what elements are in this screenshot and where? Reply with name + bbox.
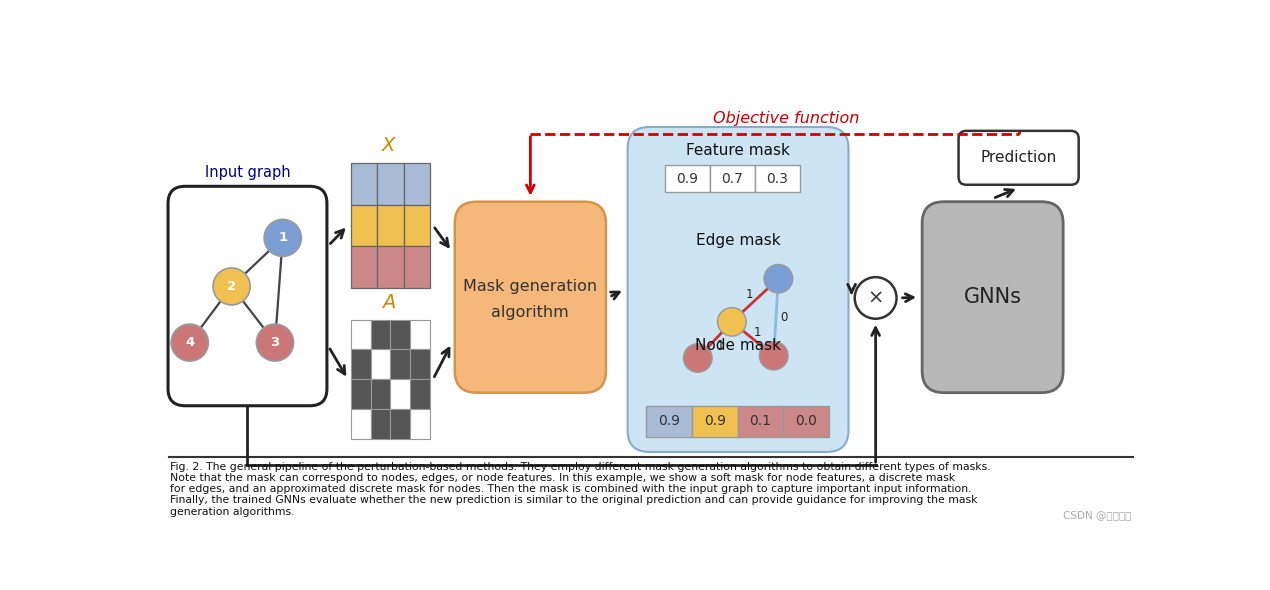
Text: 1: 1 — [716, 339, 724, 352]
Bar — [377, 247, 404, 288]
Bar — [404, 247, 431, 288]
Text: 1: 1 — [278, 231, 287, 244]
Bar — [754, 165, 800, 192]
Text: Edge mask: Edge mask — [696, 234, 780, 248]
Text: 0.0: 0.0 — [795, 414, 817, 428]
Bar — [351, 247, 377, 288]
Text: ×: × — [867, 289, 884, 307]
Bar — [390, 379, 410, 409]
Bar — [377, 205, 404, 247]
Text: 0: 0 — [780, 311, 787, 324]
Text: Objective function: Objective function — [712, 112, 860, 126]
Bar — [351, 320, 371, 349]
Circle shape — [171, 324, 208, 361]
Circle shape — [718, 307, 747, 336]
Text: Prediction: Prediction — [980, 150, 1057, 165]
FancyBboxPatch shape — [168, 186, 326, 406]
Bar — [351, 163, 377, 205]
Text: 0.9: 0.9 — [658, 414, 681, 428]
Circle shape — [257, 324, 293, 361]
Bar — [410, 379, 431, 409]
Bar — [404, 205, 431, 247]
Text: Fig. 2. The general pipeline of the perturbation-based methods. They employ diff: Fig. 2. The general pipeline of the pert… — [170, 462, 991, 472]
Text: 0.7: 0.7 — [721, 172, 743, 186]
Text: Note that the mask can correspond to nodes, edges, or node features. In this exa: Note that the mask can correspond to nod… — [170, 473, 955, 483]
FancyBboxPatch shape — [627, 127, 848, 452]
Bar — [371, 379, 390, 409]
Text: 1: 1 — [745, 288, 753, 301]
Bar — [738, 406, 784, 437]
Bar — [692, 406, 738, 437]
Text: Feature mask: Feature mask — [686, 143, 790, 158]
Text: Finally, the trained GNNs evaluate whether the new prediction is similar to the : Finally, the trained GNNs evaluate wheth… — [170, 496, 977, 506]
Text: 0.1: 0.1 — [749, 414, 772, 428]
Text: CSDN @锟刀韭菜: CSDN @锟刀韭菜 — [1063, 510, 1132, 520]
FancyBboxPatch shape — [922, 202, 1063, 393]
Bar — [390, 409, 410, 439]
Bar — [404, 163, 431, 205]
Circle shape — [213, 268, 250, 305]
Circle shape — [683, 344, 712, 372]
Text: algorithm: algorithm — [491, 305, 569, 320]
FancyBboxPatch shape — [455, 202, 606, 393]
Bar — [371, 349, 390, 379]
Circle shape — [765, 264, 792, 293]
Text: Input graph: Input graph — [204, 165, 291, 180]
Circle shape — [855, 277, 897, 319]
Bar — [410, 409, 431, 439]
Text: $A$: $A$ — [381, 293, 396, 312]
Text: generation algorithms.: generation algorithms. — [170, 507, 295, 517]
Text: 0.3: 0.3 — [766, 172, 789, 186]
Bar — [410, 349, 431, 379]
Bar — [784, 406, 829, 437]
Bar — [351, 379, 371, 409]
FancyBboxPatch shape — [959, 131, 1078, 185]
Circle shape — [759, 342, 789, 370]
Bar — [351, 349, 371, 379]
Text: Mask generation: Mask generation — [464, 279, 597, 294]
Text: for edges, and an approximated discrete mask for nodes. Then the mask is combine: for edges, and an approximated discrete … — [170, 484, 972, 494]
Text: 2: 2 — [227, 280, 236, 293]
Bar — [351, 409, 371, 439]
Bar — [390, 349, 410, 379]
Text: 3: 3 — [271, 336, 279, 349]
Text: 0.9: 0.9 — [704, 414, 726, 428]
Bar — [377, 163, 404, 205]
Bar — [371, 409, 390, 439]
Bar — [390, 320, 410, 349]
Bar — [371, 320, 390, 349]
Text: 4: 4 — [185, 336, 194, 349]
Text: 1: 1 — [754, 326, 762, 339]
Bar — [664, 165, 710, 192]
Text: Node mask: Node mask — [695, 338, 781, 353]
Bar — [351, 205, 377, 247]
Bar — [710, 165, 754, 192]
Circle shape — [264, 219, 301, 257]
Text: GNNs: GNNs — [964, 287, 1021, 307]
Bar — [410, 320, 431, 349]
Bar — [646, 406, 692, 437]
Text: $X$: $X$ — [381, 136, 398, 156]
Text: 0.9: 0.9 — [677, 172, 699, 186]
